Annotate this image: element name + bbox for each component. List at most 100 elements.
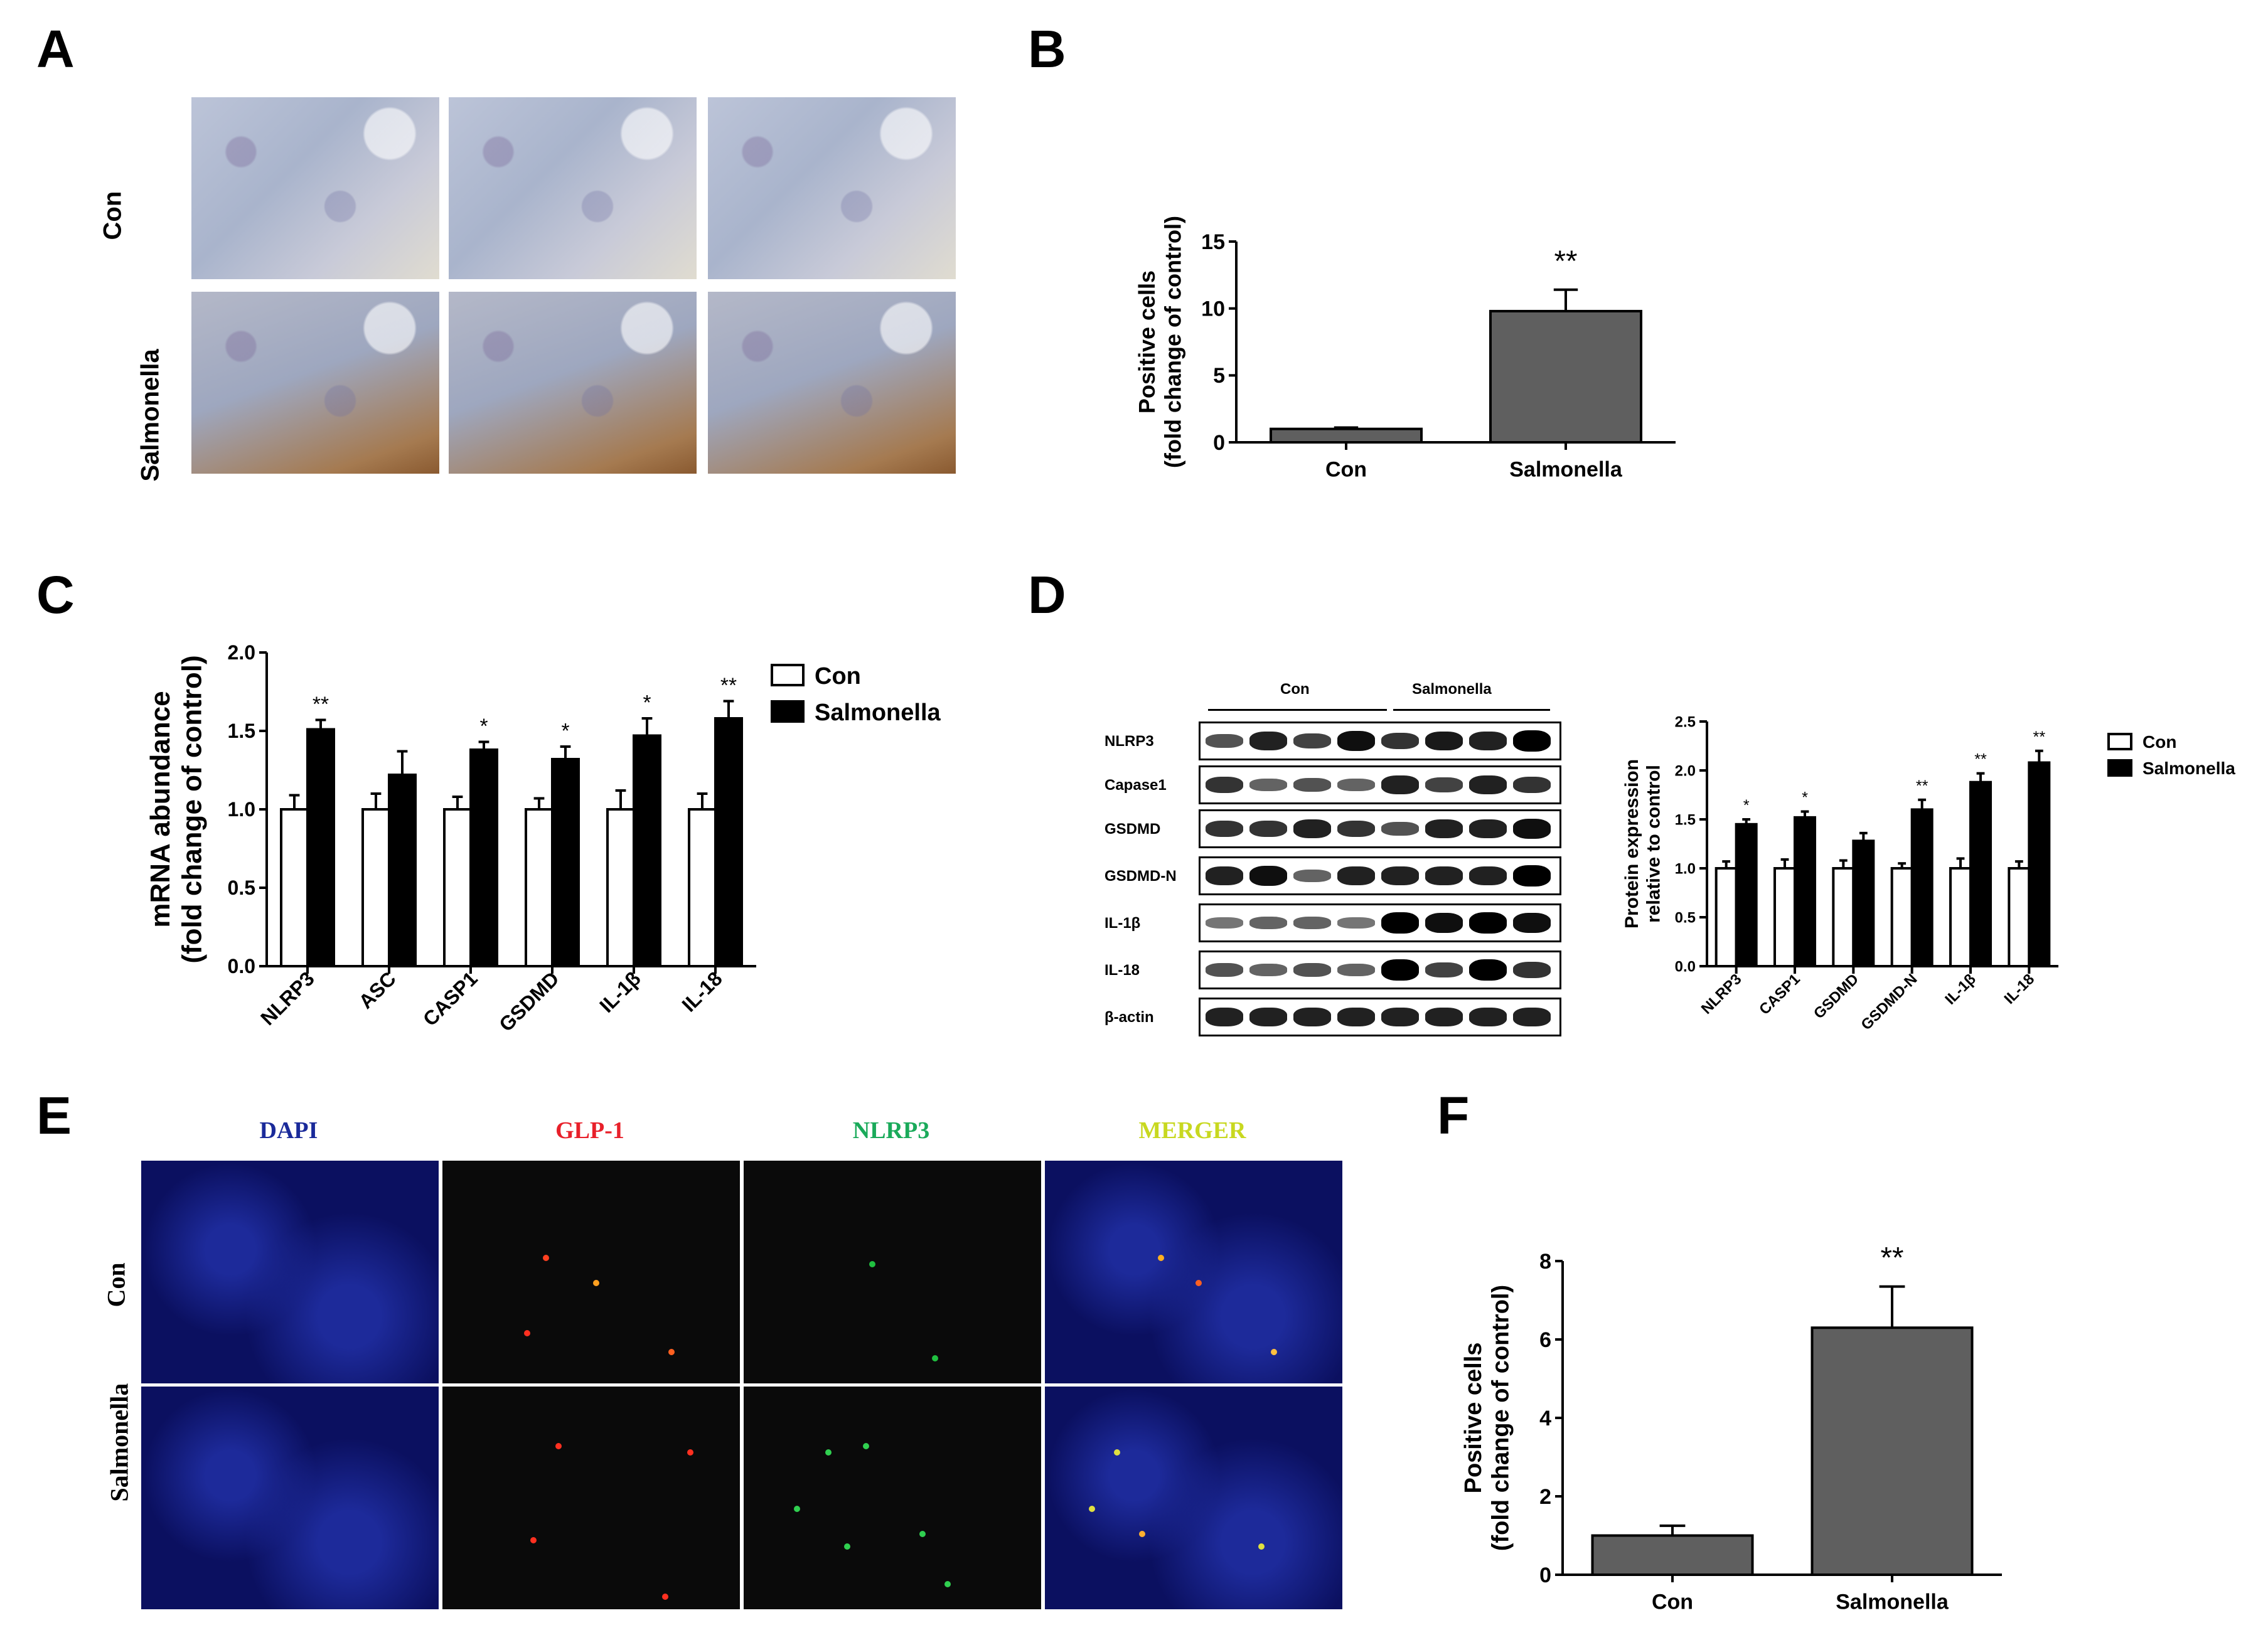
y-tick-label: 1.5: [1675, 811, 1696, 828]
bar: [688, 808, 717, 967]
blot-band: [1249, 779, 1287, 791]
blot-row-label: GSDMD: [1105, 821, 1161, 838]
y-tick-label: 0: [1539, 1563, 1551, 1587]
blot-band: [1293, 870, 1331, 882]
blot-row-label: Capase1: [1105, 777, 1167, 794]
blot-band: [1469, 1008, 1507, 1026]
x-tick-label: Con: [1325, 457, 1367, 481]
blot-band: [1249, 820, 1287, 838]
y-tick-label: 0.5: [228, 876, 255, 899]
micrograph-salmonella-1: [191, 292, 439, 474]
significance-label: **: [1974, 751, 1987, 769]
bar: [1811, 1326, 1974, 1576]
y-axis-label: Positive cells: [1134, 270, 1160, 413]
blot-band: [1425, 819, 1463, 838]
blot-strip: [1199, 856, 1561, 895]
bar: [1910, 808, 1934, 967]
bar: [714, 717, 743, 967]
blot-band: [1337, 820, 1375, 838]
y-tick-label: 0.0: [228, 955, 255, 977]
blot-band: [1469, 775, 1507, 794]
bar: [525, 808, 554, 967]
x-tick-label: GSDMD-N: [1858, 971, 1920, 1033]
if-con-nlrp3: [744, 1161, 1041, 1383]
blot-band: [1337, 731, 1375, 751]
blot-band: [1513, 730, 1551, 752]
if-con-merge: [1045, 1161, 1342, 1383]
y-tick-label: 1.5: [228, 720, 255, 742]
y-axis-label-2: (fold change of control): [1488, 1285, 1514, 1551]
significance-label: *: [479, 715, 488, 738]
significance-label: **: [720, 674, 737, 698]
blot-row-label: NLRP3: [1105, 733, 1154, 750]
blot-band: [1381, 1008, 1419, 1026]
legend-label: Con: [815, 663, 861, 690]
blot-group-label-con: Con: [1280, 681, 1310, 698]
x-tick-label: CASP1: [1756, 971, 1804, 1018]
blot-strip: [1199, 809, 1561, 848]
panel-letter-e: E: [36, 1086, 72, 1145]
row-label-e-con: Con: [102, 1262, 131, 1307]
col-label-nlrp3: NLRP3: [852, 1117, 930, 1144]
y-tick-label: 8: [1539, 1250, 1551, 1274]
micrograph-con-1: [191, 97, 439, 279]
row-label-e-salmonella: Salmonella: [105, 1383, 134, 1502]
micrograph-salmonella-2: [449, 292, 697, 474]
micrograph-con-3: [708, 97, 956, 279]
x-tick-label: CASP1: [419, 967, 482, 1030]
legend-swatch: [2107, 759, 2132, 777]
y-tick-label: 2.5: [1675, 713, 1696, 730]
blot-band: [1469, 959, 1507, 981]
bar: [2008, 867, 2031, 967]
bar: [1714, 867, 1738, 967]
blot-band: [1513, 865, 1551, 887]
significance-label: *: [561, 720, 569, 743]
y-tick-label: 5: [1213, 364, 1225, 388]
blot-band: [1513, 1008, 1551, 1026]
chart-c: 0.0 0.5 1.0 1.5 2.0 mRNA abundance (fold chang…: [145, 641, 941, 1036]
x-tick-label: GSDMD: [1811, 971, 1862, 1022]
legend-swatch: [771, 664, 805, 686]
blot-band: [1381, 866, 1419, 885]
y-axis-label: Positive cells: [1460, 1343, 1487, 1494]
blot-row-label: IL-1β: [1105, 915, 1141, 932]
x-tick-label: Salmonella: [1509, 457, 1623, 481]
if-con-dapi: [141, 1161, 439, 1383]
significance-label: **: [1880, 1242, 1903, 1275]
bar: [361, 808, 390, 967]
legend-label: Salmonella: [815, 700, 941, 726]
bar: [388, 774, 417, 967]
row-label-con: Con: [99, 191, 127, 240]
blot-band: [1469, 912, 1507, 934]
bar: [1591, 1534, 1754, 1576]
x-tick-label: IL-18: [2001, 971, 2038, 1008]
blot-row-label: GSDMD-N: [1105, 868, 1177, 885]
y-tick-label: 0: [1213, 431, 1225, 455]
blot-band: [1206, 917, 1243, 929]
significance-label: **: [2033, 728, 2046, 746]
blot-band: [1425, 913, 1463, 933]
col-label-glp1: GLP-1: [555, 1117, 624, 1144]
blot-band: [1513, 961, 1551, 979]
significance-label: **: [1554, 245, 1577, 278]
chart-f: 0 2 4 6 8 Positive cells (fold change of contr…: [1460, 1242, 2002, 1614]
blot-group-line-con: [1208, 709, 1387, 711]
blot-strip: [1199, 765, 1561, 804]
if-con-glp1: [442, 1161, 740, 1383]
blot-band: [1381, 775, 1419, 794]
y-tick-label: 1.0: [228, 798, 255, 821]
panel-letter-d: D: [1028, 565, 1066, 624]
bar: [606, 808, 635, 967]
y-axis-label-2: (fold change of control): [177, 655, 208, 963]
if-salmonella-dapi: [141, 1387, 439, 1609]
y-tick-label: 10: [1201, 297, 1225, 321]
blot-band: [1249, 732, 1287, 750]
blot-band: [1337, 964, 1375, 976]
panel-letter-f: F: [1437, 1086, 1470, 1145]
col-label-merger: MERGER: [1138, 1117, 1246, 1144]
micrograph-salmonella-3: [708, 292, 956, 474]
blot-strip: [1199, 903, 1561, 942]
legend-label: Con: [2142, 732, 2176, 752]
bar: [1735, 823, 1758, 967]
x-tick-label: NLRP3: [256, 967, 319, 1030]
